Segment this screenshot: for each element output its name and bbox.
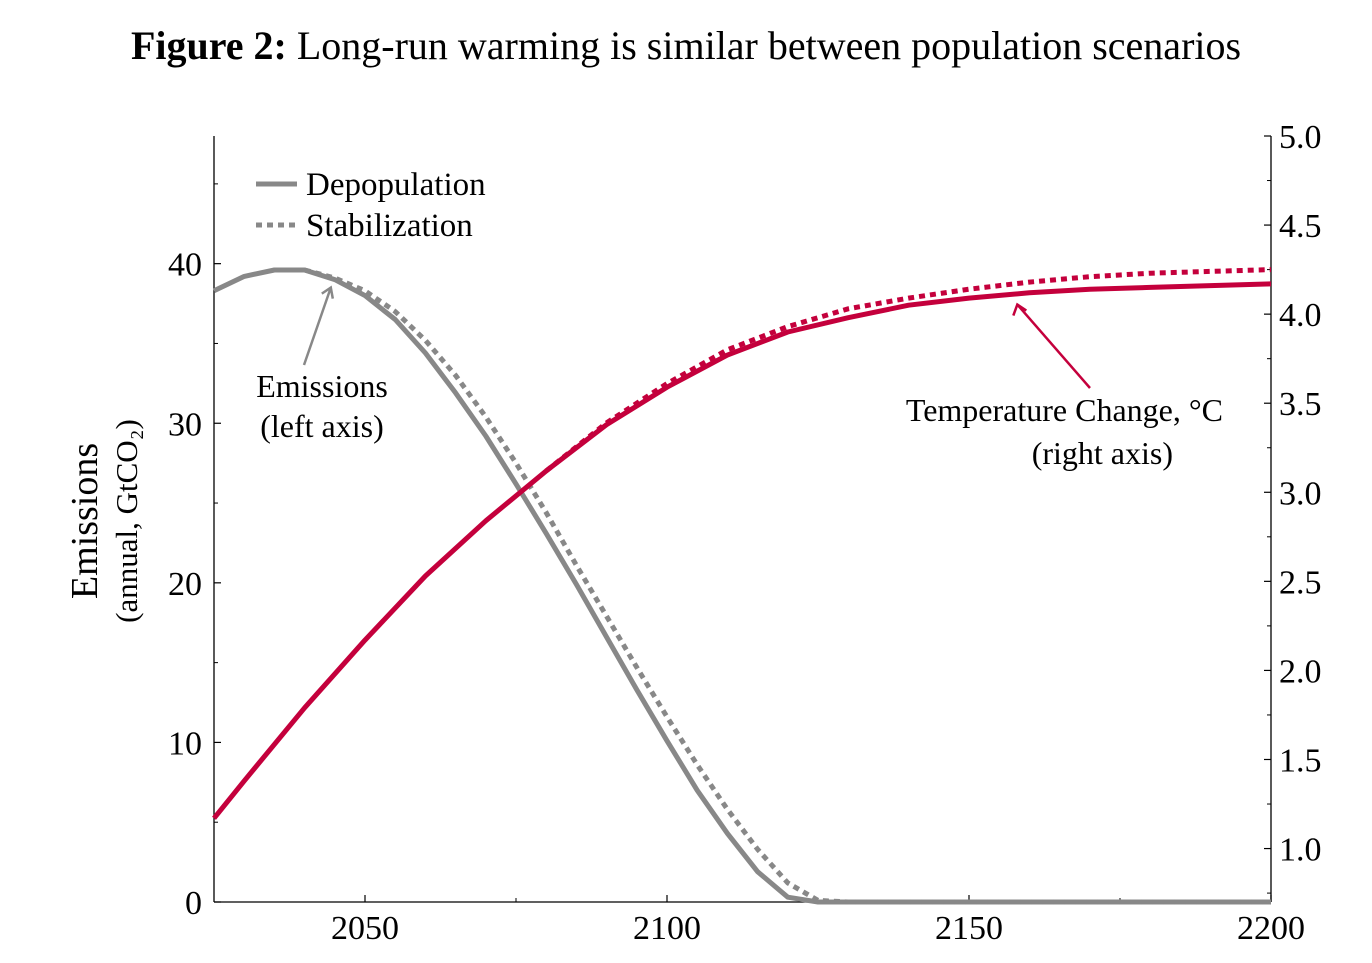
y-left-tick-label: 20 — [168, 566, 202, 603]
y-right-tick-label: 3.5 — [1279, 386, 1322, 423]
figure-label: Figure 2: — [130, 23, 287, 68]
x-tick-label: 2100 — [633, 910, 701, 947]
annotation-emissions-arrowhead — [321, 285, 335, 299]
y-right-tick-label: 2.5 — [1279, 564, 1322, 601]
x-tick-label: 2200 — [1237, 910, 1305, 947]
annotation-temperature-arrow — [1016, 303, 1091, 389]
y-left-tick-label: 30 — [168, 406, 202, 443]
annotation-emissions-label: (left axis) — [260, 408, 384, 444]
y-right-tick-label: 3.0 — [1279, 475, 1322, 512]
annotation-temperature-label: Temperature Change, °C — [906, 392, 1223, 428]
legend-label: Depopulation — [306, 167, 486, 203]
chart-legend: Depopulation Stabilization — [256, 167, 486, 244]
series-line — [544, 267, 1272, 473]
y-right-tick-label: 5.0 — [1279, 119, 1322, 156]
y-left-tick-label: 0 — [185, 885, 202, 922]
annotation-emissions-label: Emissions — [256, 368, 388, 404]
y-right-tick-label: 1.5 — [1279, 742, 1322, 779]
series-line — [303, 267, 1271, 905]
series-line — [212, 267, 1271, 905]
y-right-tick-label: 2.0 — [1279, 653, 1322, 690]
annotation-temperature-arrowhead — [1012, 302, 1028, 316]
chart-annotations: Emissions (left axis) Temperature Change, … — [256, 285, 1223, 471]
y-right-tick-label: 4.0 — [1279, 297, 1322, 334]
y-left-tick-label: 40 — [168, 247, 202, 284]
x-tick-label: 2150 — [935, 910, 1003, 947]
legend-label: Stabilization — [306, 208, 473, 244]
x-tick-label: 2050 — [331, 910, 399, 947]
annotation-emissions-arrow — [302, 287, 332, 366]
chart-axes: 2050 2100 2150 2200 0 10 20 30 40 1.0 1.5 2.0 2.5 3.0… — [64, 119, 1322, 947]
series-line — [212, 281, 1272, 820]
y-left-tick-label: 10 — [168, 725, 202, 762]
figure-title: Figure 2: Long-run warming is similar be… — [0, 22, 1372, 69]
y-left-axis-title: Emissions — [64, 443, 106, 599]
figure-title-text: Long-run warming is similar between popu… — [296, 23, 1242, 68]
y-left-axis-subtitle: (annual, GtCO₂) — [109, 419, 144, 623]
y-right-tick-label: 4.5 — [1279, 208, 1322, 245]
y-right-tick-label: 1.0 — [1279, 832, 1322, 869]
annotation-temperature-label: (right axis) — [1032, 435, 1173, 471]
chart-series — [212, 267, 1272, 905]
